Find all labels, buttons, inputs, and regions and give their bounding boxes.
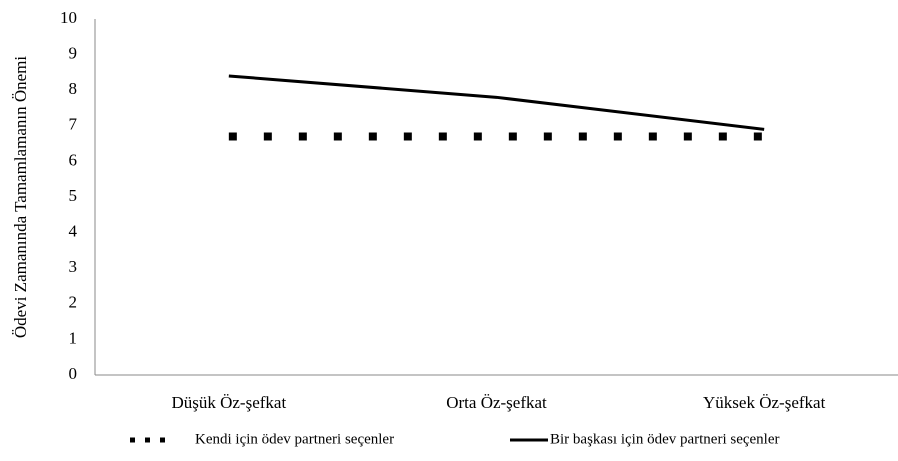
y-axis-label: Ödevi Zamanında Tamamlamanın Önemi <box>11 56 30 338</box>
y-tick-label: 0 <box>69 364 78 383</box>
x-tick-label: Düşük Öz-şefkat <box>171 393 286 412</box>
y-tick-label: 2 <box>69 293 78 312</box>
y-tick-label: 4 <box>69 222 78 241</box>
y-tick-label: 1 <box>69 328 78 347</box>
series-line <box>228 74 765 131</box>
y-tick-label: 10 <box>60 8 77 27</box>
x-tick-label: Yüksek Öz-şefkat <box>703 393 826 412</box>
y-tick-label: 5 <box>69 186 78 205</box>
y-tick-label: 6 <box>69 150 78 169</box>
y-tick-label: 7 <box>69 115 78 134</box>
legend-label: Kendi için ödev partneri seçenler <box>195 431 394 447</box>
legend-label: Bir başkası için ödev partneri seçenler <box>550 431 780 447</box>
y-tick-label: 3 <box>69 257 78 276</box>
y-tick-label: 9 <box>69 44 78 63</box>
y-tick-label: 8 <box>69 79 78 98</box>
x-tick-label: Orta Öz-şefkat <box>446 393 547 412</box>
